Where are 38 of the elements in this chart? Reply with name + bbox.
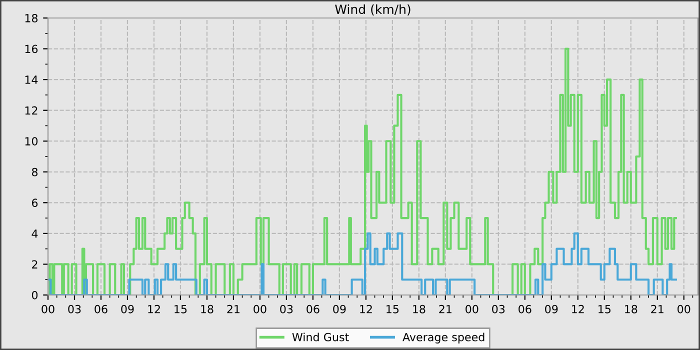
x-tick-label: 21 bbox=[439, 304, 452, 314]
x-tick-label: 18 bbox=[201, 304, 214, 314]
y-tick-label: 2 bbox=[32, 260, 38, 268]
x-tick-label: 12 bbox=[148, 304, 160, 314]
x-tick-label: 18 bbox=[413, 304, 426, 314]
x-tick-label: 15 bbox=[598, 305, 610, 314]
y-tick-label: 8 bbox=[32, 168, 38, 176]
y-tick-label: 16 bbox=[25, 44, 38, 54]
x-tick-label: 06 bbox=[94, 304, 108, 314]
legend-label: Average speed bbox=[402, 332, 484, 344]
y-tick-label: 12 bbox=[25, 106, 38, 115]
x-tick-label: 00 bbox=[42, 304, 54, 314]
y-tick-label: 10 bbox=[25, 137, 38, 146]
x-tick-label: 09 bbox=[333, 304, 346, 314]
chart-title: Wind (km/h) bbox=[335, 4, 410, 16]
y-tick-label: 4 bbox=[32, 230, 38, 238]
x-tick-label: 03 bbox=[280, 304, 293, 314]
x-tick-label: 21 bbox=[651, 304, 664, 314]
x-tick-label: 12 bbox=[572, 304, 584, 314]
x-tick-label: 00 bbox=[678, 304, 690, 314]
y-tick-label: 14 bbox=[25, 76, 38, 84]
legend-label: Wind Gust bbox=[292, 332, 349, 342]
x-tick-label: 15 bbox=[174, 305, 187, 314]
x-tick-label: 00 bbox=[466, 304, 478, 314]
x-tick-label: 00 bbox=[254, 304, 266, 314]
y-tick-label: 6 bbox=[32, 198, 38, 208]
x-tick-label: 15 bbox=[386, 305, 399, 314]
x-tick-label: 06 bbox=[518, 304, 532, 314]
x-tick-label: 18 bbox=[625, 304, 638, 314]
x-tick-label: 03 bbox=[68, 304, 81, 314]
y-tick-label: 0 bbox=[32, 290, 38, 300]
x-tick-label: 09 bbox=[545, 304, 558, 314]
x-tick-label: 21 bbox=[227, 304, 240, 314]
y-tick-label: 18 bbox=[25, 14, 38, 22]
x-tick-label: 06 bbox=[306, 304, 320, 314]
x-tick-label: 03 bbox=[492, 304, 505, 314]
x-tick-label: 09 bbox=[121, 304, 134, 314]
x-tick-label: 12 bbox=[360, 304, 372, 314]
